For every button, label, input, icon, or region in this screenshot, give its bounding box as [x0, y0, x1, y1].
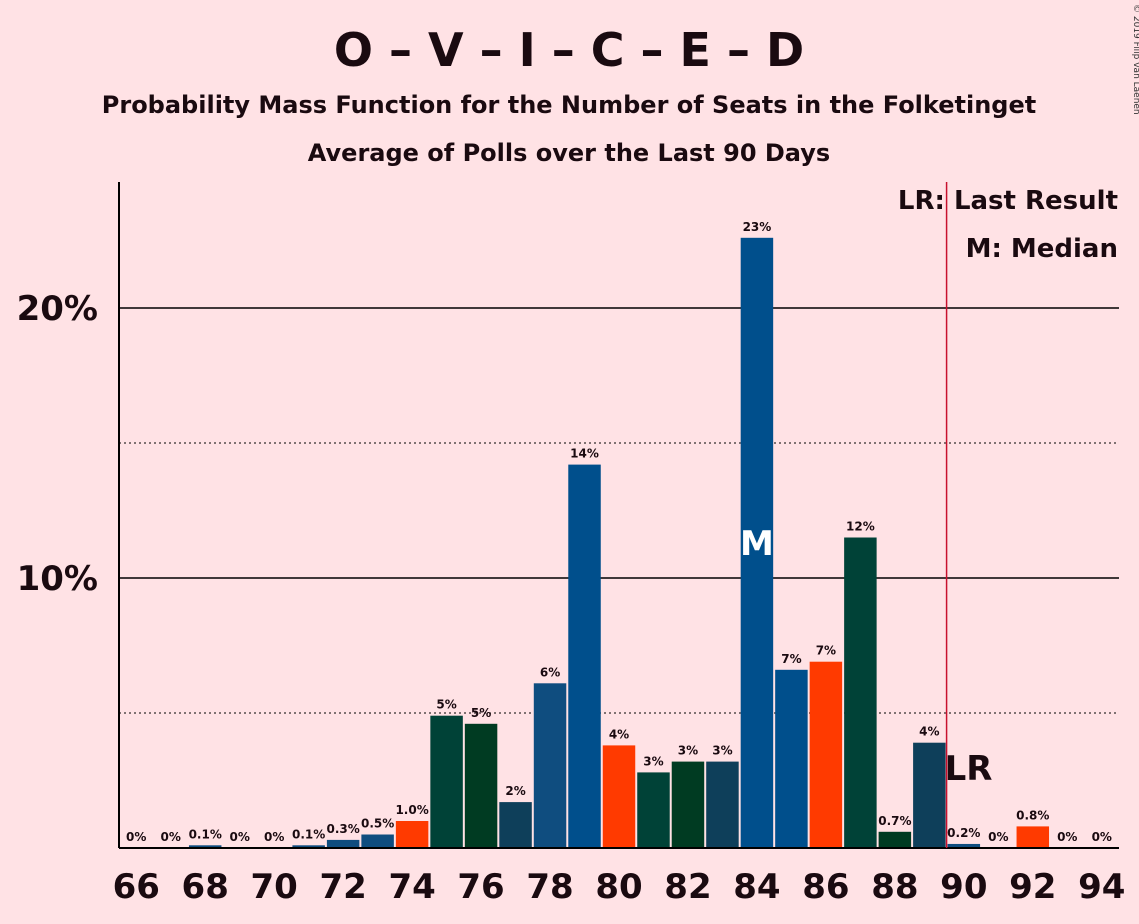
legend-last-result: LR: Last Result [898, 186, 1118, 216]
bar-label: 23% [743, 220, 772, 234]
chart-subtitle-2: Average of Polls over the Last 90 Days [308, 139, 830, 167]
bar-label: 4% [919, 725, 939, 739]
bar [395, 821, 429, 848]
bar-label: 7% [781, 652, 801, 666]
bar-label: 0% [1057, 830, 1077, 844]
bar-label: 14% [570, 447, 599, 461]
x-tick-label: 90 [940, 867, 987, 907]
bar-label: 0.2% [947, 826, 980, 840]
y-tick-label: 10% [17, 559, 98, 599]
median-marker: M [740, 524, 774, 564]
bar-label: 4% [609, 727, 629, 741]
bar [361, 834, 394, 848]
x-ticks: 66 68 70 72 74 76 78 80 82 84 86 88 90 92 94 [113, 867, 1126, 907]
bar-label: 1.0% [395, 803, 428, 817]
bar-label: 0% [264, 830, 284, 844]
bar-label: 0.3% [326, 822, 359, 836]
x-tick-label: 84 [733, 867, 780, 907]
chart-title: O – V – I – C – E – D [334, 23, 804, 77]
bar [326, 839, 360, 848]
x-tick-label: 70 [251, 867, 298, 907]
bar-label: 0% [230, 830, 250, 844]
bar-label: 0.1% [292, 827, 325, 841]
bar [430, 715, 463, 848]
grid [119, 307, 1119, 714]
bar [499, 802, 532, 848]
last-result-marker: LR [945, 749, 993, 789]
x-tick-label: 72 [319, 867, 366, 907]
bar-label: 5% [436, 698, 456, 712]
x-tick-label: 82 [664, 867, 711, 907]
bar [292, 845, 325, 848]
bar [809, 661, 843, 848]
x-tick-label: 68 [182, 867, 229, 907]
x-tick-label: 80 [595, 867, 642, 907]
bar-label: 0.1% [189, 827, 222, 841]
bar [602, 745, 636, 848]
bar-label: 0% [1092, 830, 1112, 844]
x-tick-label: 94 [1078, 867, 1125, 907]
bar [878, 831, 912, 848]
bar [740, 237, 774, 849]
bars [188, 237, 1050, 849]
bar-label: 12% [846, 520, 875, 534]
y-tick-label: 20% [17, 289, 98, 329]
bar [1016, 826, 1050, 848]
bar-label: 3% [643, 754, 663, 768]
bar [844, 537, 877, 848]
bar-label: 5% [471, 706, 491, 720]
x-tick-label: 66 [113, 867, 160, 907]
legend-median: M: Median [966, 234, 1118, 264]
bar [947, 843, 981, 848]
bar-label: 6% [540, 665, 560, 679]
bar [188, 845, 222, 848]
bar [533, 683, 567, 848]
bar-label: 0.8% [1016, 808, 1049, 822]
bar-labels: 0% 0% 0.1% 0% 0% 0.1% 0.3% 0.5%1.0%5%5%2%6%14%4… [126, 220, 1112, 844]
bar [568, 464, 601, 848]
bar-label: 0% [161, 830, 181, 844]
x-tick-label: 86 [802, 867, 849, 907]
x-tick-label: 78 [526, 867, 573, 907]
bar [637, 772, 670, 848]
bar-label: 3% [712, 744, 732, 758]
x-tick-label: 74 [388, 867, 435, 907]
bar [706, 761, 739, 848]
bar-label: 0% [988, 830, 1008, 844]
y-ticks: 10% 20% [17, 289, 98, 599]
bar-label: 0% [126, 830, 146, 844]
x-tick-label: 88 [871, 867, 918, 907]
x-tick-label: 76 [457, 867, 504, 907]
bar-label: 2% [505, 784, 525, 798]
bar-label: 3% [678, 744, 698, 758]
bar [913, 742, 946, 848]
bar-label: 0.5% [361, 817, 394, 831]
bar-label: 7% [816, 644, 836, 658]
bar [464, 723, 498, 848]
bar [775, 669, 808, 848]
copyright-note: © 2019 Filip van Laenen [1131, 4, 1139, 115]
bar [671, 761, 705, 848]
bar-label: 0.7% [878, 814, 911, 828]
x-tick-label: 92 [1009, 867, 1056, 907]
chart-subtitle: Probability Mass Function for the Number… [102, 91, 1036, 119]
